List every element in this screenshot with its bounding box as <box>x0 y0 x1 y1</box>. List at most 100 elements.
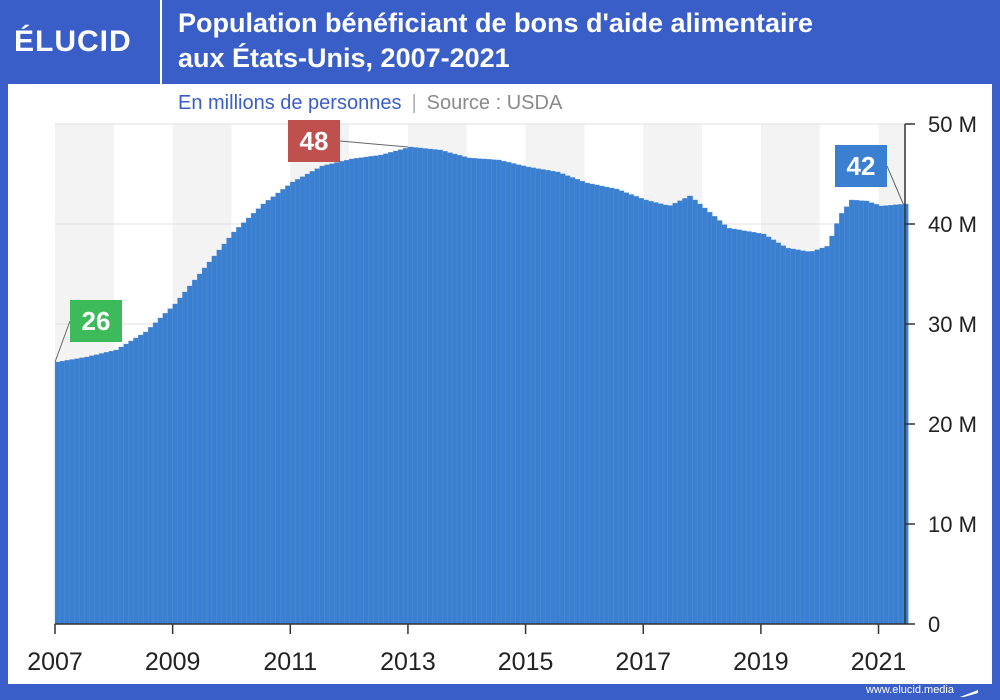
bar-month-41 <box>255 208 262 625</box>
bar-month-87 <box>481 158 487 625</box>
bar-month-71 <box>402 148 409 625</box>
bar-month-15 <box>128 340 135 625</box>
bar-month-145 <box>765 236 772 625</box>
bar-month-19 <box>147 327 154 625</box>
bar-month-158 <box>829 235 835 625</box>
x-tick-label-2017: 2017 <box>615 648 671 676</box>
bar-month-95 <box>520 165 527 625</box>
bar-month-148 <box>780 245 786 625</box>
bar-month-125 <box>667 205 674 625</box>
annotation-leader-peak <box>339 140 408 148</box>
bar-month-147 <box>775 242 782 625</box>
x-tick-label-2015: 2015 <box>498 648 554 676</box>
bar-month-142 <box>750 232 757 625</box>
bar-month-5 <box>79 357 85 625</box>
bar-month-141 <box>746 231 752 625</box>
bar-month-86 <box>476 158 483 625</box>
bar-month-33 <box>216 249 223 625</box>
x-tick-label-2013: 2013 <box>380 648 436 676</box>
bar-month-139 <box>736 229 742 625</box>
bar-month-81 <box>451 153 458 625</box>
bar-month-13 <box>118 346 125 625</box>
bar-month-70 <box>397 149 404 625</box>
bar-month-16 <box>133 337 139 625</box>
bar-month-150 <box>790 248 796 625</box>
bar-month-92 <box>505 162 512 625</box>
header: ÉLUCID Population bénéficiant de bons d'… <box>0 0 1000 84</box>
bar-month-49 <box>295 179 301 625</box>
bar-month-38 <box>241 222 247 625</box>
bar-month-101 <box>549 170 556 625</box>
bar-month-21 <box>157 317 164 625</box>
elucid-mark-icon <box>960 690 978 697</box>
bar-month-99 <box>540 169 546 625</box>
bar-month-12 <box>113 349 120 625</box>
bar-month-104 <box>564 175 571 625</box>
bar-month-117 <box>628 194 635 625</box>
bar-month-34 <box>221 243 228 625</box>
bar-month-72 <box>407 146 414 625</box>
bar-month-151 <box>795 249 801 625</box>
bar-month-42 <box>260 203 267 625</box>
chart-subtitle: En millions de personnes | Source : USDA <box>178 90 562 116</box>
y-tick-label-40: 40 M <box>928 212 977 237</box>
bar-month-123 <box>657 203 664 625</box>
bar-month-88 <box>486 159 492 625</box>
bar-month-94 <box>515 164 522 625</box>
bar-month-78 <box>437 149 443 625</box>
bar-month-109 <box>589 183 595 625</box>
bar-month-47 <box>285 185 291 625</box>
bar-month-97 <box>530 167 536 625</box>
bar-month-112 <box>603 186 610 625</box>
bar-month-10 <box>103 352 110 625</box>
bar-month-118 <box>633 196 639 625</box>
bar-month-162 <box>848 199 855 625</box>
bar-month-74 <box>417 147 424 625</box>
bar-month-111 <box>598 185 605 625</box>
bar-month-122 <box>652 202 659 625</box>
chart-title: Population bénéficiant de bons d'aide al… <box>178 6 988 76</box>
bar-month-137 <box>726 227 733 625</box>
bar-month-171 <box>893 204 899 625</box>
bar-month-93 <box>510 163 517 625</box>
x-tick-label-2007: 2007 <box>27 648 83 676</box>
bar-month-29 <box>196 273 203 625</box>
bar-month-146 <box>770 239 777 625</box>
y-tick-label-20: 20 M <box>928 412 977 437</box>
bar-month-36 <box>231 231 237 625</box>
x-tick-label-2009: 2009 <box>145 648 201 676</box>
bar-month-20 <box>152 322 159 625</box>
bar-month-11 <box>108 350 115 625</box>
units-label: En millions de personnes <box>178 92 402 114</box>
bar-month-25 <box>177 297 184 625</box>
bar-month-107 <box>579 180 585 625</box>
bar-month-53 <box>314 168 321 625</box>
bar-month-168 <box>878 205 885 625</box>
bar-month-79 <box>442 151 448 625</box>
bar-month-51 <box>304 173 311 625</box>
y-tick-label-0: 0 <box>928 612 940 637</box>
bar-month-169 <box>883 205 889 625</box>
bar-month-52 <box>309 171 316 625</box>
bar-month-154 <box>809 251 816 625</box>
bar-month-119 <box>638 197 644 625</box>
bar-month-164 <box>858 200 865 625</box>
bar-month-129 <box>687 195 693 625</box>
bar-month-120 <box>643 199 649 625</box>
bar-month-152 <box>799 250 806 625</box>
bar-month-135 <box>716 220 723 625</box>
bar-month-18 <box>143 331 149 625</box>
bar-month-56 <box>329 163 335 625</box>
bar-month-63 <box>363 156 370 625</box>
bar-month-39 <box>246 217 252 625</box>
bar-month-143 <box>755 232 762 625</box>
bar-month-43 <box>265 200 272 625</box>
bar-month-106 <box>574 179 581 625</box>
bar-month-76 <box>427 148 434 625</box>
bar-month-128 <box>682 198 688 625</box>
bar-month-98 <box>535 168 541 625</box>
bar-month-45 <box>275 192 282 625</box>
bar-month-160 <box>839 213 845 625</box>
bar-month-126 <box>672 202 679 625</box>
bar-month-66 <box>378 154 385 625</box>
